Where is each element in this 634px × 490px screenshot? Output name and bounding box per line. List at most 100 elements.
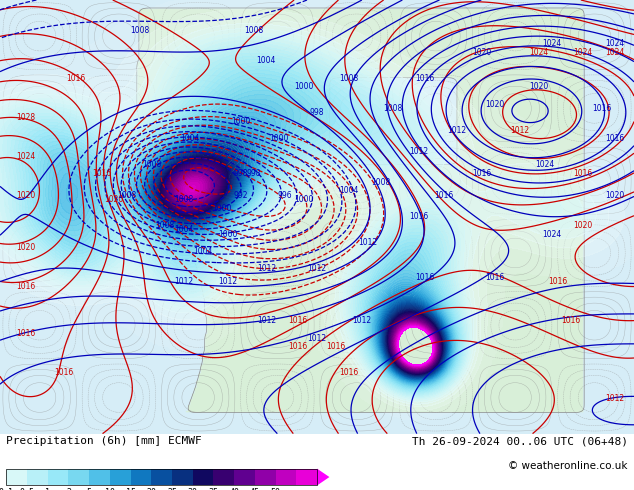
Text: 998: 998 bbox=[247, 169, 261, 178]
Bar bbox=[172, 468, 193, 486]
Text: 1016: 1016 bbox=[605, 134, 624, 143]
Text: 1020: 1020 bbox=[529, 82, 548, 91]
Text: 1012: 1012 bbox=[510, 125, 529, 135]
Text: © weatheronline.co.uk: © weatheronline.co.uk bbox=[508, 461, 628, 471]
Text: 1000: 1000 bbox=[219, 230, 238, 239]
Text: 1016: 1016 bbox=[485, 273, 504, 282]
Text: 1028: 1028 bbox=[16, 113, 35, 122]
Text: 1000: 1000 bbox=[231, 117, 250, 126]
Bar bbox=[131, 468, 152, 486]
Text: 45: 45 bbox=[250, 488, 260, 490]
Text: 1024: 1024 bbox=[16, 151, 35, 161]
Text: 1016: 1016 bbox=[16, 329, 35, 339]
Text: 1020: 1020 bbox=[605, 191, 624, 199]
Text: 1000: 1000 bbox=[295, 82, 314, 91]
Text: Th 26-09-2024 00..06 UTC (06+48): Th 26-09-2024 00..06 UTC (06+48) bbox=[411, 437, 628, 446]
Bar bbox=[152, 468, 172, 486]
Text: 1012: 1012 bbox=[307, 334, 327, 343]
Text: 1012: 1012 bbox=[307, 265, 327, 273]
Text: 15: 15 bbox=[126, 488, 136, 490]
Text: 1016: 1016 bbox=[288, 343, 307, 351]
Bar bbox=[296, 468, 317, 486]
Text: 1016: 1016 bbox=[434, 191, 453, 199]
Text: 0.5: 0.5 bbox=[20, 488, 34, 490]
Bar bbox=[110, 468, 131, 486]
Text: 40: 40 bbox=[229, 488, 239, 490]
Bar bbox=[214, 468, 234, 486]
Text: 1012: 1012 bbox=[174, 277, 193, 286]
Text: 1000: 1000 bbox=[295, 195, 314, 204]
Text: 1008: 1008 bbox=[117, 191, 136, 199]
Text: 1000: 1000 bbox=[269, 134, 288, 143]
Text: 992: 992 bbox=[234, 191, 248, 199]
Text: 1004: 1004 bbox=[181, 134, 200, 143]
Text: 1004: 1004 bbox=[339, 186, 358, 196]
Text: 25: 25 bbox=[167, 488, 177, 490]
Text: 1012: 1012 bbox=[605, 394, 624, 403]
Bar bbox=[193, 468, 214, 486]
Text: 1024: 1024 bbox=[536, 160, 555, 169]
Text: 1008: 1008 bbox=[384, 104, 403, 113]
Text: 1004: 1004 bbox=[174, 225, 193, 234]
Bar bbox=[27, 468, 48, 486]
Text: 10: 10 bbox=[105, 488, 115, 490]
Bar bbox=[255, 468, 276, 486]
Text: 1016: 1016 bbox=[415, 74, 434, 82]
Text: 35: 35 bbox=[209, 488, 219, 490]
Text: 1016: 1016 bbox=[16, 282, 35, 291]
Text: 1016: 1016 bbox=[415, 273, 434, 282]
Text: 1020: 1020 bbox=[16, 243, 35, 252]
Text: 1012: 1012 bbox=[219, 277, 238, 286]
Text: 998: 998 bbox=[234, 169, 248, 178]
Text: 2: 2 bbox=[66, 488, 71, 490]
Text: 1016: 1016 bbox=[593, 104, 612, 113]
Text: 1008: 1008 bbox=[130, 26, 149, 35]
Text: 1004: 1004 bbox=[257, 56, 276, 65]
Text: 1024: 1024 bbox=[542, 39, 561, 48]
Text: 1016: 1016 bbox=[409, 212, 428, 221]
Text: 996: 996 bbox=[278, 191, 293, 199]
Text: 1020: 1020 bbox=[574, 221, 593, 230]
Text: Precipitation (6h) [mm] ECMWF: Precipitation (6h) [mm] ECMWF bbox=[6, 437, 202, 446]
Text: 1020: 1020 bbox=[485, 99, 504, 109]
Text: 1016: 1016 bbox=[548, 277, 567, 286]
Text: 1012: 1012 bbox=[447, 125, 466, 135]
Text: 5: 5 bbox=[87, 488, 92, 490]
Text: 1008: 1008 bbox=[174, 195, 193, 204]
Text: 1020: 1020 bbox=[105, 195, 124, 204]
Text: 1008: 1008 bbox=[371, 178, 390, 187]
Bar bbox=[48, 468, 68, 486]
Text: 1012: 1012 bbox=[352, 317, 371, 325]
Text: 1016: 1016 bbox=[574, 169, 593, 178]
Text: 1024: 1024 bbox=[605, 39, 624, 48]
Text: 1016: 1016 bbox=[472, 169, 491, 178]
Text: 1024: 1024 bbox=[605, 48, 624, 56]
Text: 1012: 1012 bbox=[257, 317, 276, 325]
Text: 0.1: 0.1 bbox=[0, 488, 14, 490]
Text: 1012: 1012 bbox=[358, 238, 377, 247]
Text: 1008: 1008 bbox=[339, 74, 358, 82]
Text: 1016: 1016 bbox=[561, 317, 580, 325]
Text: 20: 20 bbox=[146, 488, 157, 490]
Text: 1016: 1016 bbox=[288, 317, 307, 325]
Bar bbox=[234, 468, 255, 486]
Text: 1024: 1024 bbox=[574, 48, 593, 56]
Text: 1016: 1016 bbox=[327, 343, 346, 351]
Text: 1016: 1016 bbox=[92, 169, 111, 178]
Text: 1020: 1020 bbox=[472, 48, 491, 56]
Text: 1012: 1012 bbox=[409, 147, 428, 156]
Text: 1012: 1012 bbox=[257, 265, 276, 273]
Text: 1020: 1020 bbox=[16, 191, 35, 199]
Text: 1016: 1016 bbox=[67, 74, 86, 82]
Text: 1008: 1008 bbox=[244, 26, 263, 35]
Text: 1008: 1008 bbox=[155, 221, 174, 230]
Text: 1008: 1008 bbox=[143, 160, 162, 169]
Polygon shape bbox=[317, 468, 330, 486]
Text: 30: 30 bbox=[188, 488, 198, 490]
Text: 1004: 1004 bbox=[193, 247, 212, 256]
Text: 998: 998 bbox=[310, 108, 324, 117]
Text: 1016: 1016 bbox=[339, 368, 358, 377]
Text: 1: 1 bbox=[45, 488, 50, 490]
Bar bbox=[6, 468, 317, 486]
Text: 50: 50 bbox=[271, 488, 281, 490]
